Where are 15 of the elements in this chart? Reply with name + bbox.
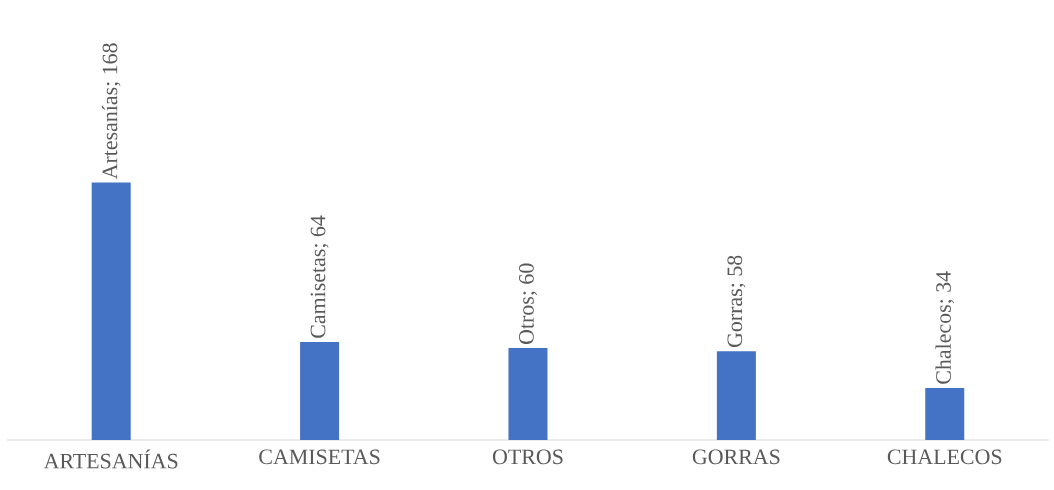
data-label: Otros; 60 <box>519 263 537 344</box>
data-label: Artesanías; 168 <box>101 43 121 180</box>
bar <box>91 182 131 440</box>
bar <box>925 387 965 440</box>
x-tick-label: GORRAS <box>692 449 780 465</box>
data-label: Camisetas; 64 <box>310 215 329 338</box>
x-tick-label: CAMISETAS <box>259 449 380 465</box>
data-label: Chalecos; 34 <box>935 271 955 384</box>
data-label: Gorras; 58 <box>727 255 746 348</box>
x-tick-label: OTROS <box>492 449 563 465</box>
bar <box>716 351 756 440</box>
x-tick-label: CHALECOS <box>887 449 1002 465</box>
bar <box>300 341 340 440</box>
bar <box>508 348 548 440</box>
x-tick-label: ARTESANÍAS <box>43 449 178 469</box>
